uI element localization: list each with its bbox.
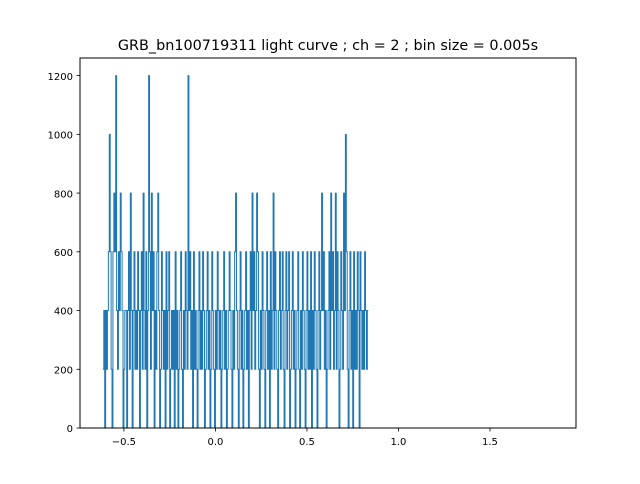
y-tick-label: 600 bbox=[54, 248, 73, 259]
y-axis: 0 200 400 600 800 1000 1200 bbox=[48, 72, 80, 435]
x-tick-label: 1.5 bbox=[482, 437, 498, 448]
series-line-0 bbox=[102, 75, 369, 429]
x-tick-label: 1.0 bbox=[391, 437, 407, 448]
y-tick-label: 1200 bbox=[48, 72, 73, 83]
plot-area bbox=[102, 75, 369, 429]
x-tick-label: 0.5 bbox=[299, 437, 315, 448]
y-tick-label: 800 bbox=[54, 189, 73, 200]
y-tick-label: 0 bbox=[67, 424, 73, 435]
y-tick-label: 1000 bbox=[48, 131, 73, 142]
y-tick-label: 400 bbox=[54, 307, 73, 318]
y-tick-label: 200 bbox=[54, 365, 73, 376]
x-axis: −0.5 0.0 0.5 1.0 1.5 bbox=[112, 428, 498, 448]
axes-frame bbox=[79, 57, 577, 429]
x-tick-label: −0.5 bbox=[112, 437, 136, 448]
x-tick-label: 0.0 bbox=[207, 437, 223, 448]
chart-title: GRB_bn100719311 light curve ; ch = 2 ; b… bbox=[118, 38, 538, 54]
